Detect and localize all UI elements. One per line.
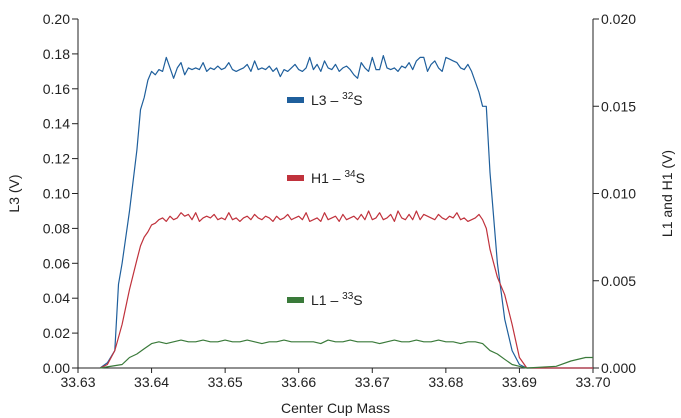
legend-label-main: L3 –: [311, 92, 342, 108]
legend-label-superscript: 34: [344, 169, 356, 180]
legend-label-suffix: S: [353, 92, 362, 108]
legend-label-superscript: 33: [342, 291, 354, 302]
y-left-tick-label: 0.12: [43, 151, 70, 167]
y-left-tick-label: 0.10: [43, 186, 70, 202]
y-right-tick-label: 0.020: [601, 11, 636, 27]
y-left-tick-label: 0.08: [43, 220, 70, 236]
series-line-h1-34s: [99, 210, 593, 369]
series-line-l1-33s: [100, 339, 593, 369]
y-left-tick-label: 0.16: [43, 81, 70, 97]
legend-label-superscript: 32: [342, 91, 354, 102]
ticks: 33.63 33.64 33.65 33.66 33.67 33.68 33.69 33.70…: [43, 11, 636, 390]
y-axis-right-title: L1 and H1 (V): [659, 150, 675, 237]
axes: [77, 19, 594, 369]
x-tick-label: 33.64: [134, 374, 169, 390]
x-tick-label: 33.68: [428, 374, 463, 390]
legend-swatch-l3-32s: [287, 97, 304, 103]
x-axis-title: Center Cup Mass: [281, 400, 390, 416]
legend-swatch-h1-34s: [287, 175, 304, 181]
series-lines: [99, 54, 593, 369]
y-right-tick-label: 0.010: [601, 186, 636, 202]
series-line-l3-32s: [99, 54, 593, 369]
y-right-tick-label: 0.005: [601, 273, 636, 289]
legend-swatch-l1-33s: [287, 297, 304, 303]
legend-label-suffix: S: [353, 292, 362, 308]
legend-label-l1-33s: L1 – 33S: [311, 291, 363, 308]
y-left-tick-label: 0.20: [43, 11, 70, 27]
legend-label-h1-34s: H1 – 34S: [311, 169, 365, 186]
x-tick-label: 33.65: [208, 374, 243, 390]
x-tick-label: 33.69: [502, 374, 537, 390]
y-left-tick-label: 0.04: [43, 290, 70, 306]
x-tick-label: 33.63: [60, 374, 95, 390]
y-left-tick-label: 0.18: [43, 46, 70, 62]
legend-label-suffix: S: [356, 170, 365, 186]
legend-label-l3-32s: L3 – 32S: [311, 91, 363, 108]
y-right-tick-label: 0.000: [601, 360, 636, 376]
y-right-tick-label: 0.015: [601, 98, 636, 114]
x-tick-label: 33.66: [281, 374, 316, 390]
y-left-tick-label: 0.06: [43, 255, 70, 271]
y-axis-left-title: L3 (V): [6, 174, 22, 212]
y-left-tick-label: 0.02: [43, 325, 70, 341]
y-left-tick-label: 0.00: [43, 360, 70, 376]
y-left-tick-label: 0.14: [43, 116, 70, 132]
legend-label-main: L1 –: [311, 292, 342, 308]
x-tick-label: 33.67: [355, 374, 390, 390]
x-tick-label: 33.70: [575, 374, 610, 390]
legend-label-main: H1 –: [311, 170, 344, 186]
